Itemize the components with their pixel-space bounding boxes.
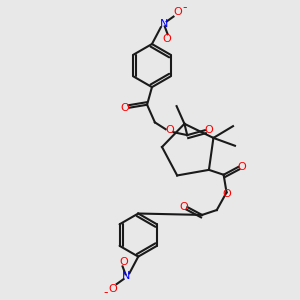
Text: N: N — [160, 20, 168, 29]
Text: O: O — [162, 34, 171, 44]
Text: -: - — [104, 286, 108, 299]
Text: O: O — [119, 256, 128, 266]
Text: O: O — [222, 189, 231, 200]
Text: O: O — [120, 103, 129, 113]
Text: N: N — [122, 271, 131, 281]
Text: O: O — [165, 125, 174, 135]
Text: O: O — [238, 162, 247, 172]
Text: O: O — [108, 284, 117, 294]
Text: O: O — [179, 202, 188, 212]
Text: O: O — [204, 125, 213, 135]
Text: O: O — [173, 7, 182, 17]
Text: -: - — [182, 1, 187, 14]
